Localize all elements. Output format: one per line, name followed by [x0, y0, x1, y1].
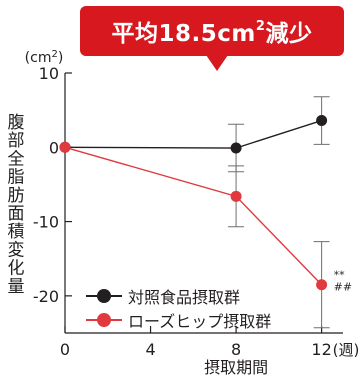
legend-label-control: 対照食品摂取群: [128, 288, 241, 307]
x-axis-label: 摂取期間: [204, 358, 268, 376]
summary-callout: 平均18.5cm2減少: [80, 6, 344, 56]
x-tick-label: 4: [145, 340, 155, 359]
significance-mark: ##: [334, 281, 352, 294]
legend-swatch-control: [86, 289, 122, 303]
y-tick-label: -20: [33, 287, 59, 306]
data-point: [316, 115, 328, 127]
legend-item-rose: ローズヒップ摂取群: [86, 308, 271, 332]
data-point: [59, 141, 71, 153]
series-line-0: [64, 119, 322, 149]
legend: 対照食品摂取群 ローズヒップ摂取群: [86, 284, 271, 332]
callout-text: 平均18.5cm2減少: [111, 19, 313, 47]
callout-pointer: [206, 55, 228, 71]
y-axis-label: 腹部全脂肪面積変化量: [8, 113, 25, 297]
data-point: [230, 190, 242, 202]
x-unit-label: (週): [333, 341, 360, 359]
legend-item-control: 対照食品摂取群: [86, 284, 271, 308]
x-tick-label: 8: [231, 340, 241, 359]
legend-label-rose: ローズヒップ摂取群: [128, 312, 272, 331]
data-point: [316, 279, 328, 291]
y-tick-label: 0: [49, 138, 59, 157]
x-tick-label: 12: [311, 340, 331, 359]
y-tick-label: 10: [39, 64, 59, 83]
x-tick-label: 0: [60, 340, 70, 359]
legend-swatch-rose: [86, 313, 122, 327]
data-point: [230, 142, 242, 154]
y-unit-label: (cm2): [25, 49, 64, 66]
series-line-1: [64, 146, 323, 286]
y-tick-label: -10: [33, 213, 59, 232]
significance-mark: **: [334, 269, 346, 282]
